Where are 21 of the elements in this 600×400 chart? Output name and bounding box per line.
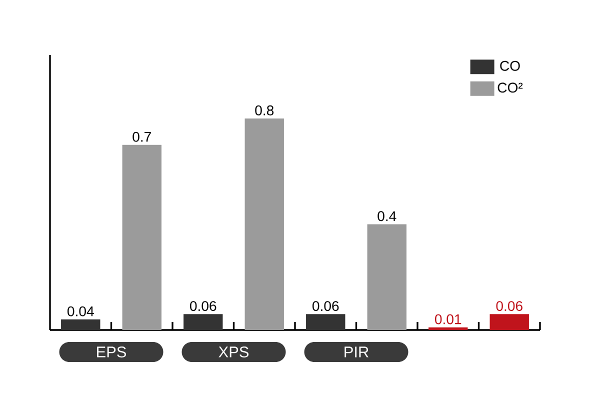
x-tick-label: EPS	[97, 346, 126, 358]
bar	[490, 314, 529, 330]
bar	[306, 314, 346, 330]
bar	[122, 144, 162, 330]
x-tick-label: XPS	[218, 346, 248, 358]
bar	[184, 314, 223, 330]
data-label: 0.06	[312, 301, 339, 312]
legend-label: CO²	[498, 82, 523, 93]
bar	[367, 224, 406, 330]
legend-label: CO	[500, 60, 520, 71]
bar	[61, 319, 100, 330]
data-label: 0.7	[132, 132, 151, 142]
bar	[428, 327, 468, 330]
data-label: 0.04	[68, 306, 94, 316]
data-label: 0.8	[255, 105, 274, 116]
bar	[244, 118, 284, 330]
data-label: 0.06	[190, 301, 216, 312]
data-label: 0.06	[496, 301, 522, 312]
x-tick-label: PIR	[344, 346, 368, 358]
data-label: 0.4	[378, 211, 396, 222]
data-label: 0.01	[434, 314, 462, 324]
